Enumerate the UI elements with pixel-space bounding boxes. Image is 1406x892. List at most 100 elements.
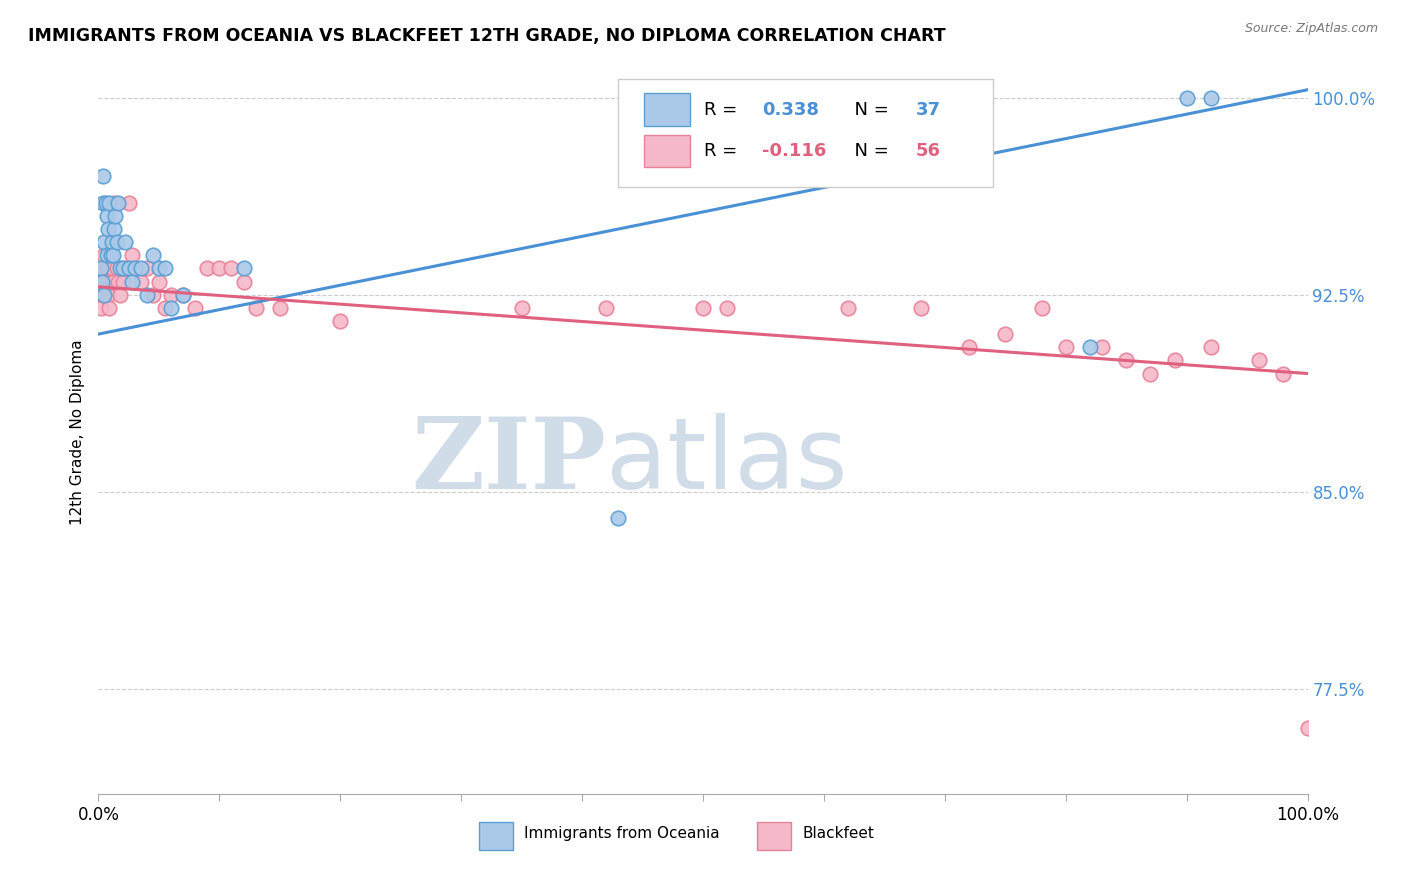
- Text: N =: N =: [844, 142, 894, 160]
- Point: [934, 90, 956, 104]
- Point: [111, 275, 134, 289]
- Text: N =: N =: [844, 101, 894, 119]
- Point: [195, 261, 218, 276]
- Bar: [479, 822, 513, 849]
- Text: -0.116: -0.116: [762, 142, 827, 160]
- Point: [121, 275, 143, 289]
- Point: [994, 327, 1017, 342]
- Point: [98, 195, 121, 210]
- Point: [97, 222, 120, 236]
- Point: [1199, 340, 1222, 354]
- Point: [184, 301, 207, 315]
- Point: [90, 261, 112, 276]
- Point: [716, 301, 738, 315]
- Point: [94, 275, 117, 289]
- Point: [101, 275, 124, 289]
- Point: [329, 314, 352, 328]
- Bar: [758, 822, 792, 849]
- Point: [1296, 721, 1319, 735]
- Point: [114, 235, 136, 249]
- Point: [118, 261, 141, 276]
- Point: [1031, 301, 1053, 315]
- Bar: [644, 94, 690, 126]
- Point: [96, 248, 118, 262]
- Point: [107, 195, 129, 210]
- Point: [96, 209, 118, 223]
- Point: [1249, 353, 1271, 368]
- Point: [105, 235, 128, 249]
- Point: [107, 275, 129, 289]
- Y-axis label: 12th Grade, No Diploma: 12th Grade, No Diploma: [69, 340, 84, 525]
- Point: [89, 275, 111, 289]
- Point: [1078, 340, 1101, 354]
- Point: [232, 275, 254, 289]
- Point: [607, 511, 630, 525]
- Point: [100, 248, 122, 262]
- Text: R =: R =: [704, 142, 744, 160]
- Point: [135, 261, 157, 276]
- Point: [124, 261, 146, 276]
- Point: [129, 275, 152, 289]
- Point: [91, 261, 114, 276]
- Point: [93, 235, 115, 249]
- Point: [153, 261, 176, 276]
- Point: [1054, 340, 1077, 354]
- Point: [172, 287, 194, 301]
- Point: [100, 275, 122, 289]
- Point: [1115, 353, 1137, 368]
- Point: [105, 261, 128, 276]
- Point: [232, 261, 254, 276]
- Point: [692, 301, 714, 315]
- Point: [90, 301, 112, 315]
- Point: [114, 261, 136, 276]
- Point: [1272, 367, 1295, 381]
- Point: [91, 195, 114, 210]
- Point: [94, 195, 117, 210]
- Point: [97, 261, 120, 276]
- Point: [98, 301, 121, 315]
- Point: [595, 301, 617, 315]
- Point: [93, 287, 115, 301]
- Point: [93, 248, 115, 262]
- Point: [111, 261, 134, 276]
- Point: [153, 301, 176, 315]
- Point: [142, 248, 165, 262]
- Text: 37: 37: [915, 101, 941, 119]
- Text: Source: ZipAtlas.com: Source: ZipAtlas.com: [1244, 22, 1378, 36]
- Point: [103, 222, 125, 236]
- Point: [142, 287, 165, 301]
- Point: [100, 235, 122, 249]
- Point: [103, 195, 125, 210]
- Bar: [644, 135, 690, 167]
- Point: [91, 275, 114, 289]
- Point: [108, 287, 131, 301]
- Text: atlas: atlas: [606, 413, 848, 510]
- Point: [837, 301, 859, 315]
- Text: R =: R =: [704, 101, 744, 119]
- Point: [1091, 340, 1114, 354]
- Point: [148, 261, 170, 276]
- Point: [910, 301, 932, 315]
- Point: [104, 209, 127, 223]
- Point: [118, 195, 141, 210]
- Text: Blackfeet: Blackfeet: [803, 826, 875, 841]
- Point: [91, 169, 114, 184]
- Point: [100, 261, 122, 276]
- Point: [1199, 90, 1222, 104]
- Point: [208, 261, 231, 276]
- Text: ZIP: ZIP: [412, 413, 606, 510]
- Point: [101, 248, 124, 262]
- Point: [96, 261, 118, 276]
- Point: [124, 261, 146, 276]
- FancyBboxPatch shape: [619, 78, 993, 187]
- Text: IMMIGRANTS FROM OCEANIA VS BLACKFEET 12TH GRADE, NO DIPLOMA CORRELATION CHART: IMMIGRANTS FROM OCEANIA VS BLACKFEET 12T…: [28, 27, 946, 45]
- Point: [1139, 367, 1161, 381]
- Point: [121, 248, 143, 262]
- Point: [135, 287, 157, 301]
- Point: [91, 287, 114, 301]
- Text: 0.338: 0.338: [762, 101, 820, 119]
- Point: [172, 287, 194, 301]
- Point: [108, 261, 131, 276]
- Point: [957, 340, 980, 354]
- Point: [97, 287, 120, 301]
